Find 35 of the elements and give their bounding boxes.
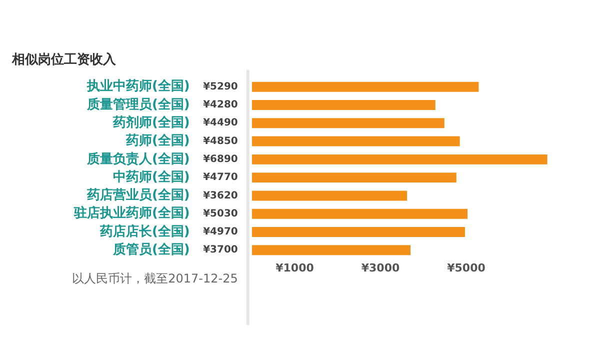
text: 以人民币计，截至2017-12-25 <box>72 271 238 286</box>
y-tick-label: 药店店长(全国) <box>98 223 190 240</box>
data-label: ¥4490 <box>203 118 238 129</box>
y-tick-label: 药师(全国) <box>124 132 190 149</box>
data-label: ¥6890 <box>203 154 238 166</box>
bar <box>252 208 468 219</box>
y-tick-label: 药店营业员(全国) <box>86 187 190 204</box>
y-tick-label: 质量负责人(全国) <box>86 150 190 167</box>
bar <box>252 118 444 128</box>
y-tick-label: 执业中药师(全国) <box>86 78 190 94</box>
bar <box>252 154 548 164</box>
bar <box>252 190 408 201</box>
bar <box>252 172 456 183</box>
x-tick-label: ¥1000 <box>276 262 314 275</box>
data-label: ¥4280 <box>203 100 238 111</box>
data-label: ¥4770 <box>203 172 238 184</box>
x-tick-label: ¥5000 <box>447 262 486 275</box>
bar <box>252 100 436 110</box>
y-tick-label: 质管员(全国) <box>112 242 190 258</box>
data-label: ¥4850 <box>203 136 238 147</box>
data-label: ¥4970 <box>203 226 238 238</box>
data-label: ¥3700 <box>203 244 238 256</box>
y-tick-label: 中药师(全国) <box>112 168 190 185</box>
data-label: ¥5030 <box>203 208 238 220</box>
bar <box>252 227 465 237</box>
data-label: ¥3620 <box>203 190 238 202</box>
bar <box>252 136 460 146</box>
y-tick-label: 质量管理员(全国) <box>86 96 190 112</box>
y-tick-label: 药剂师(全国) <box>112 114 190 131</box>
bar <box>252 82 479 92</box>
y-tick-label: 驻店执业药师(全国) <box>72 205 190 222</box>
text: 相似岗位工资收入 <box>11 51 117 68</box>
x-tick-label: ¥3000 <box>361 262 400 275</box>
bar <box>252 245 411 256</box>
data-label: ¥5290 <box>203 81 238 92</box>
